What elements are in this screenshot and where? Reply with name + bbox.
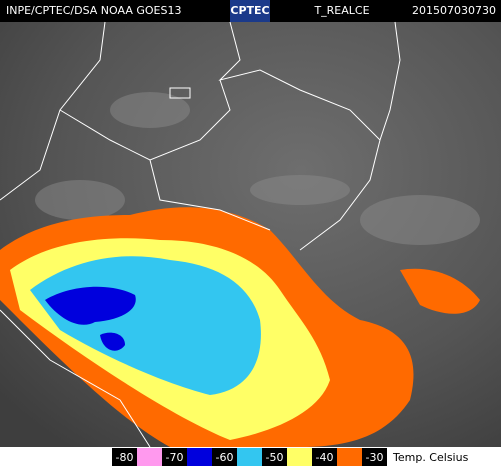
state-borders — [0, 21, 401, 448]
legend-swatch — [187, 448, 212, 466]
cloud-blue — [100, 332, 125, 351]
legend-label: -40 — [316, 451, 334, 464]
legend-label-box — [312, 448, 337, 466]
legend-swatch — [237, 448, 262, 466]
legend-label-box — [262, 448, 287, 466]
legend-label: -50 — [266, 451, 284, 464]
source-label: INPE/CPTEC/DSA NOAA GOES13 — [6, 4, 181, 17]
legend-label-box — [162, 448, 187, 466]
timestamp: 201507030730 — [412, 4, 496, 17]
legend-label-box — [212, 448, 237, 466]
legend-swatch — [287, 448, 312, 466]
legend-label: -70 — [166, 451, 184, 464]
legend-label-box — [112, 448, 137, 466]
cloud-blue — [45, 286, 136, 325]
legend-swatch — [137, 448, 162, 466]
legend-swatch — [337, 448, 362, 466]
cloud-wisps — [35, 92, 480, 245]
legend-label: -30 — [366, 451, 384, 464]
legend-unit: Temp. Celsius — [392, 451, 469, 464]
logo: CPTEC — [230, 4, 269, 17]
product-label: T_REALCE — [313, 4, 369, 17]
cloud-orange — [400, 268, 480, 314]
legend-label: -60 — [216, 451, 234, 464]
legend-label-box — [362, 448, 387, 466]
legend-label: -80 — [116, 451, 134, 464]
logo-box — [230, 0, 270, 22]
legend: -80 -70 -60 -50 -40 -30 Temp. Celsius — [112, 448, 469, 466]
